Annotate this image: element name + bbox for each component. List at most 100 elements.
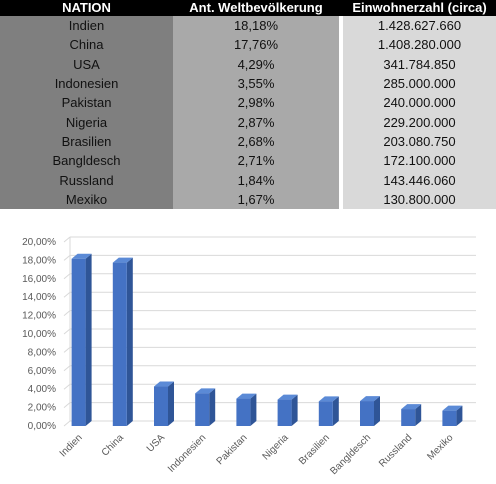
grid-line-depth xyxy=(63,402,71,408)
population-table-container: NATION Ant. Weltbevölkerung Einwohnerzah… xyxy=(0,0,496,210)
bar-side xyxy=(291,394,298,426)
table-row: USA 4,29% 341.784.850 xyxy=(0,54,496,74)
cell-nation: Pakistan xyxy=(0,93,173,113)
bar-top xyxy=(236,393,257,399)
y-tick-label: 14,00% xyxy=(22,292,56,303)
bar-side xyxy=(250,393,257,426)
bar-top xyxy=(442,405,463,411)
cell-population: 229.200.000 xyxy=(341,112,496,132)
bar-side xyxy=(456,405,463,426)
grid-line-depth xyxy=(63,310,71,316)
bar xyxy=(318,401,333,426)
bar-chart: 0,00% 2,00% 4,00% 6,00% 8,00% 10,00% 12,00% 14,… xyxy=(22,236,476,477)
y-tick-label: 8,00% xyxy=(28,347,56,358)
bar-top xyxy=(401,404,422,410)
cell-world-share: 2,68% xyxy=(173,131,343,152)
bar-side xyxy=(168,381,174,426)
y-tick-label: 0,00% xyxy=(28,421,56,432)
bar xyxy=(112,262,127,426)
grid-line-depth xyxy=(63,365,71,372)
table-row: Brasilien 2,68% 203.080.750 xyxy=(0,131,496,152)
table-header-row: NATION Ant. Weltbevölkerung Einwohnerzah… xyxy=(0,0,496,16)
cell-nation: Brasilien xyxy=(0,131,173,152)
bar-side xyxy=(415,404,422,426)
grid-line-depth xyxy=(63,273,71,280)
table-row: Bangldesch 2,71% 172.100.000 xyxy=(0,151,496,171)
table-row: Mexiko 1,67% 130.800.000 xyxy=(0,189,496,209)
cell-population: 130.800.000 xyxy=(341,189,496,209)
cell-world-share: 1,67% xyxy=(173,189,343,209)
table-row: Nigeria 2,87% 229.200.000 xyxy=(0,112,496,132)
table-row: China 17,76% 1.408.280.000 xyxy=(0,35,496,55)
bar-top xyxy=(360,396,380,402)
grid-line-depth xyxy=(63,383,71,390)
y-tick-label: 16,00% xyxy=(22,274,56,285)
bar-top xyxy=(277,394,298,400)
cell-world-share: 2,98% xyxy=(173,93,343,113)
cell-world-share: 18,18% xyxy=(173,16,343,36)
y-tick-label: 20,00% xyxy=(22,237,56,248)
cell-nation: Indonesien xyxy=(0,73,173,94)
cell-nation: Mexiko xyxy=(0,189,173,209)
cell-population: 240.000.000 xyxy=(341,93,496,113)
cell-population: 1.408.280.000 xyxy=(341,35,496,55)
grid-line-depth xyxy=(63,255,71,261)
table-row: Russland 1,84% 143.446.060 xyxy=(0,170,496,190)
table-row: Indien 18,18% 1.428.627.660 xyxy=(0,16,496,36)
bar xyxy=(236,398,251,426)
cell-world-share: 17,76% xyxy=(173,35,343,55)
population-table: NATION Ant. Weltbevölkerung Einwohnerzah… xyxy=(0,0,496,209)
bar-side xyxy=(374,396,380,426)
bar-top xyxy=(71,253,92,259)
cell-nation: Nigeria xyxy=(0,112,173,132)
cell-nation: Indien xyxy=(0,16,173,36)
y-tick-label: 10,00% xyxy=(22,329,56,340)
x-category-label: Pakistan xyxy=(215,432,250,467)
bar-top xyxy=(112,257,133,263)
cell-nation: Russland xyxy=(0,170,173,190)
bar-top xyxy=(318,396,339,402)
bar-side xyxy=(209,388,216,426)
cell-population: 341.784.850 xyxy=(341,54,496,74)
grid-line-depth xyxy=(63,291,71,298)
bar-top xyxy=(154,381,174,387)
cell-population: 1.428.627.660 xyxy=(341,16,496,36)
cell-world-share: 2,87% xyxy=(173,112,343,132)
bar-side xyxy=(332,396,339,426)
cell-population: 285.000.000 xyxy=(341,73,496,94)
cell-population: 172.100.000 xyxy=(341,151,496,171)
table-body: Indien 18,18% 1.428.627.660 China 17,76% 1.40… xyxy=(0,16,496,209)
grid-line-depth xyxy=(63,236,71,243)
cell-world-share: 4,29% xyxy=(173,54,343,74)
bar xyxy=(360,401,374,426)
x-category-label: Indien xyxy=(58,432,85,459)
x-category-label: Russland xyxy=(377,432,414,469)
cell-nation: China xyxy=(0,35,173,55)
cell-world-share: 1,84% xyxy=(173,170,343,190)
cell-nation: Bangldesch xyxy=(0,151,173,171)
bar xyxy=(277,399,292,426)
bar xyxy=(195,393,210,426)
x-category-label: Mexiko xyxy=(425,432,455,462)
x-category-label: USA xyxy=(145,432,168,455)
x-category-label: Nigeria xyxy=(261,432,291,462)
cell-world-share: 3,55% xyxy=(173,73,343,94)
y-tick-label: 12,00% xyxy=(22,311,56,322)
header-nation: NATION xyxy=(0,0,173,16)
bar-side xyxy=(126,257,133,426)
grid-line-depth xyxy=(63,328,71,335)
cell-nation: USA xyxy=(0,54,173,74)
x-category-label: Bangldesch xyxy=(328,432,373,477)
bar xyxy=(71,258,86,426)
cell-population: 203.080.750 xyxy=(341,131,496,152)
y-tick-label: 18,00% xyxy=(22,255,56,266)
y-tick-label: 4,00% xyxy=(28,384,56,395)
bar-side xyxy=(85,253,92,426)
x-category-label: Indonesien xyxy=(166,432,208,474)
table-row: Pakistan 2,98% 240.000.000 xyxy=(0,93,496,113)
grid-line-depth xyxy=(63,420,71,427)
x-category-label: China xyxy=(100,432,127,459)
header-population: Einwohnerzahl (circa) xyxy=(341,0,496,16)
y-tick-label: 2,00% xyxy=(28,403,56,414)
cell-world-share: 2,71% xyxy=(173,151,343,171)
